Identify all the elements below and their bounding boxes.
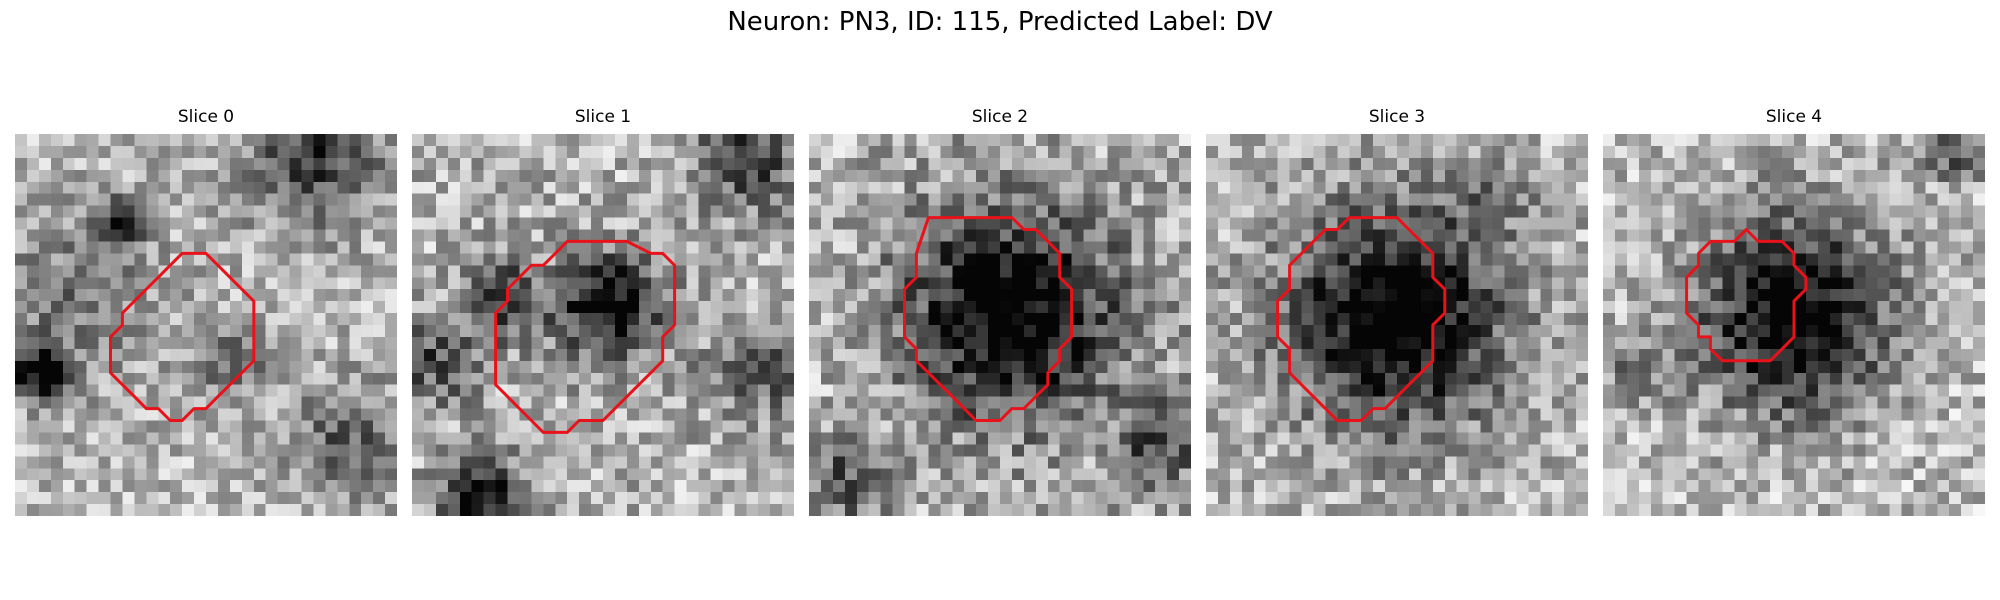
slice-title: Slice 3 — [1368, 107, 1426, 127]
slice-title: Slice 0 — [177, 107, 235, 127]
slice-title: Slice 1 — [574, 107, 632, 127]
micrograph-grid — [15, 134, 397, 516]
segmentation-contour — [1276, 216, 1447, 422]
micrograph-grid — [412, 134, 794, 516]
slice-image — [809, 134, 1191, 516]
slice-image — [1206, 134, 1588, 516]
segmentation-contour — [109, 251, 256, 422]
figure-title: Neuron: PN3, ID: 115, Predicted Label: D… — [727, 7, 1273, 37]
slice-title: Slice 4 — [1765, 107, 1823, 127]
segmentation-contour — [903, 216, 1074, 422]
slice-title: Slice 2 — [971, 107, 1029, 127]
micrograph-grid — [1603, 134, 1985, 516]
micrograph-grid — [1206, 134, 1588, 516]
slice-image — [412, 134, 794, 516]
segmentation-contour — [1685, 228, 1808, 363]
segmentation-contour — [494, 239, 677, 434]
micrograph-grid — [809, 134, 1191, 516]
slice-image — [15, 134, 397, 516]
slice-image — [1603, 134, 1985, 516]
